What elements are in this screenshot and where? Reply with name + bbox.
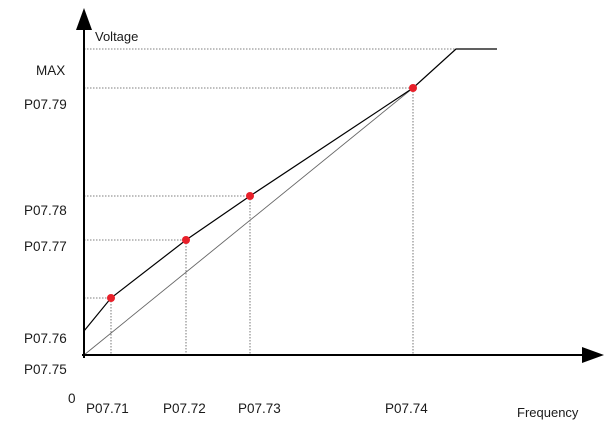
x-axis-arrow-icon	[582, 347, 604, 363]
y-axis-title: Voltage	[95, 29, 138, 44]
x-tick-p71: P07.71	[86, 401, 129, 416]
point-p74	[409, 84, 417, 92]
y-tick-p76: P07.76	[24, 331, 67, 346]
point-p73	[246, 192, 254, 200]
y-tick-p77: P07.77	[24, 239, 67, 254]
y-tick-p79: P07.79	[24, 97, 67, 112]
vf-curve	[83, 48, 497, 332]
guide-lines	[84, 48, 456, 355]
linear-reference-line	[83, 87, 414, 356]
curve-points	[107, 84, 417, 302]
origin-label: 0	[68, 391, 76, 406]
x-tick-p72: P07.72	[163, 401, 206, 416]
y-tick-p78: P07.78	[24, 203, 67, 218]
x-axis-title: Frequency	[517, 405, 579, 420]
x-tick-p74: P07.74	[385, 401, 428, 416]
y-tick-p75: P07.75	[24, 362, 67, 377]
y-tick-max: MAX	[36, 63, 65, 78]
point-p72	[182, 236, 190, 244]
x-tick-p73: P07.73	[238, 401, 281, 416]
y-axis-arrow-icon	[76, 8, 92, 30]
point-p71	[107, 294, 115, 302]
